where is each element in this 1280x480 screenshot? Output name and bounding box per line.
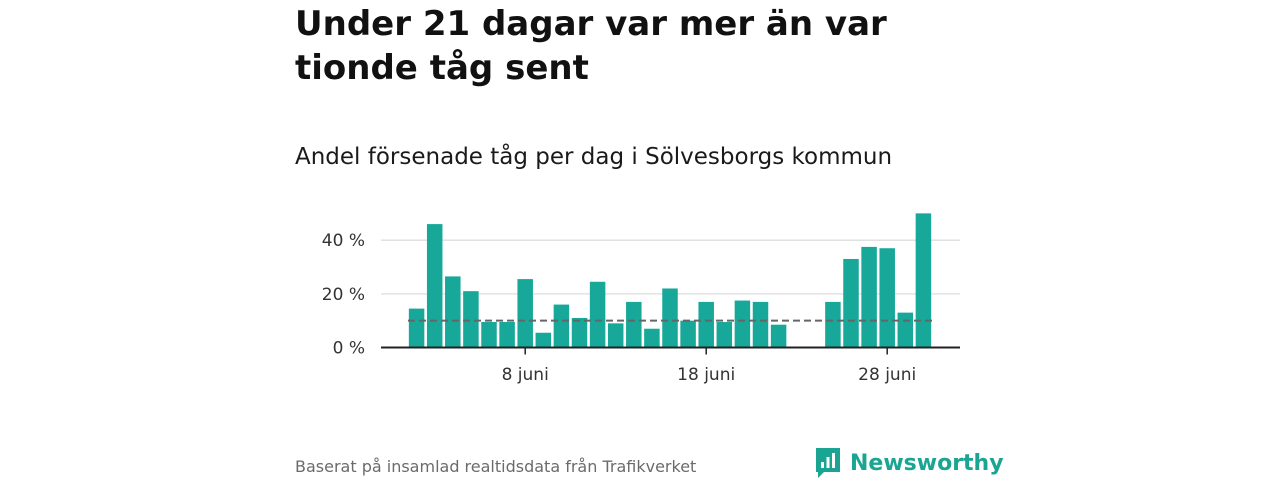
bar xyxy=(607,323,624,348)
bar xyxy=(662,288,678,348)
bar xyxy=(426,224,443,348)
bar xyxy=(843,258,859,348)
bar xyxy=(517,279,533,348)
bar xyxy=(589,281,606,348)
bar xyxy=(626,301,642,348)
bar xyxy=(879,248,895,348)
chart-title: Under 21 dagar var mer än var tionde tåg… xyxy=(295,4,887,88)
bar xyxy=(716,322,733,348)
bar xyxy=(734,300,751,348)
bar xyxy=(445,276,461,348)
y-tick-label: 40 % xyxy=(322,231,365,251)
bar xyxy=(698,301,714,348)
x-tick-label: 18 juni xyxy=(677,365,735,385)
bar xyxy=(680,320,696,348)
x-tick-label: 8 juni xyxy=(502,365,549,385)
brand-name: Newsworthy xyxy=(850,450,1004,476)
bar xyxy=(644,328,660,348)
bar xyxy=(770,324,787,348)
bar xyxy=(463,291,479,348)
y-tick-label: 0 % xyxy=(333,339,365,359)
bar xyxy=(553,304,570,348)
x-tick-label: 28 juni xyxy=(858,365,916,385)
brand-logo: Newsworthy xyxy=(814,446,1004,480)
bar xyxy=(571,317,588,348)
source-note: Baserat på insamlad realtidsdata från Tr… xyxy=(295,457,697,476)
bar xyxy=(752,301,769,348)
bar xyxy=(408,308,425,348)
bar xyxy=(861,246,877,348)
bar xyxy=(915,213,932,348)
chart-subtitle: Andel försenade tåg per dag i Sölvesborg… xyxy=(295,144,893,170)
bar xyxy=(499,322,515,348)
bar xyxy=(897,312,914,348)
bar xyxy=(535,332,552,348)
bar xyxy=(825,301,841,348)
newsworthy-logo-icon xyxy=(816,448,840,478)
bar xyxy=(481,322,497,348)
y-tick-label: 20 % xyxy=(322,285,365,305)
